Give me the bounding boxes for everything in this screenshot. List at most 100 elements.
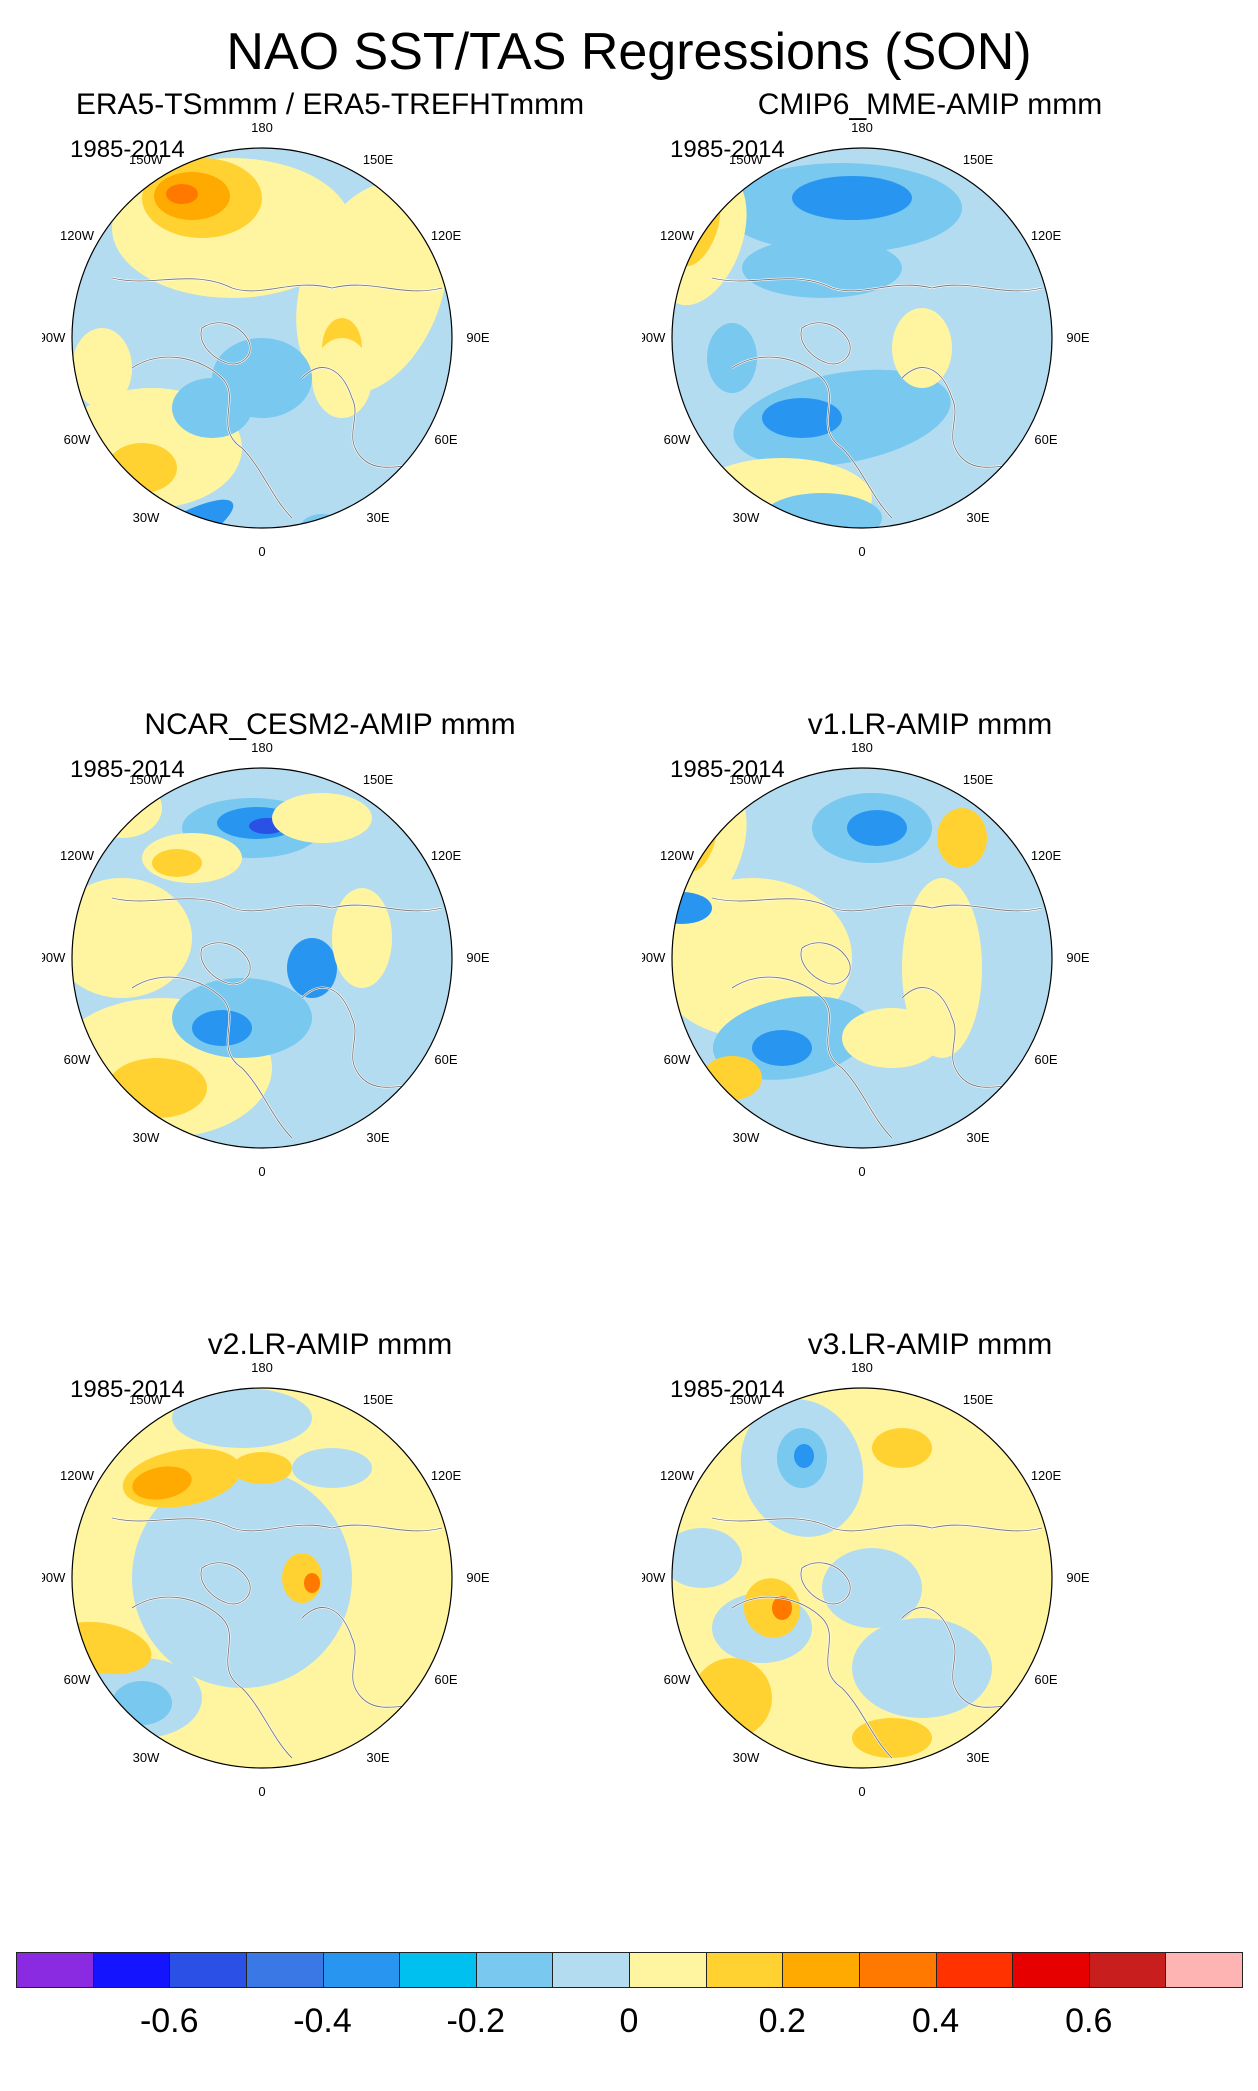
longitude-label: 120W [60, 228, 95, 243]
anomaly-region [332, 888, 392, 988]
map-panel: v1.LR-AMIP mmm 1985-2014 180 0 90W 90E 150W 1… [630, 708, 1230, 1328]
longitude-label: 150W [729, 772, 764, 787]
anomaly-region [742, 238, 902, 298]
longitude-label: 0 [858, 1164, 865, 1179]
longitude-label: 90W [642, 330, 666, 345]
anomaly-region [792, 176, 912, 220]
longitude-label: 30W [133, 1750, 160, 1765]
longitude-label: 120E [1031, 1468, 1062, 1483]
anomaly-region [707, 323, 757, 393]
longitude-label: 150E [363, 152, 394, 167]
colorbar-swatch [16, 1952, 94, 1988]
longitude-label: 90E [466, 1570, 489, 1585]
colorbar-swatch [399, 1952, 477, 1988]
longitude-label: 120W [660, 848, 695, 863]
colorbar-swatch [1088, 1952, 1167, 1988]
longitude-label: 60E [1034, 1052, 1057, 1067]
coastline [901, 1607, 1033, 1709]
longitude-label: 30E [966, 510, 989, 525]
colorbar-swatch [858, 1952, 937, 1988]
colorbar-swatch [705, 1952, 784, 1988]
longitude-label: 120W [660, 1468, 695, 1483]
longitude-label: 150E [963, 1392, 994, 1407]
map-panel: CMIP6_MME-AMIP mmm 1985-2014 180 0 90W 90E 1… [630, 88, 1230, 708]
anomaly-region [702, 1056, 762, 1100]
coastline [200, 942, 251, 985]
anomaly-region [794, 1444, 814, 1468]
map-border [671, 1387, 1053, 1769]
longitude-label: 180 [251, 120, 273, 135]
coastline [200, 322, 251, 365]
anomaly-region [166, 184, 198, 204]
polar-map: 180 0 90W 90E 150W 120W 60W 30W 150E 120E 60E 30E [42, 120, 490, 559]
colorbar-swatch [322, 1952, 401, 1988]
anomaly-region [772, 1596, 792, 1620]
coastline [200, 1562, 251, 1605]
longitude-label: 30W [733, 1750, 760, 1765]
coastline [301, 987, 433, 1089]
longitude-label: 150W [729, 1392, 764, 1407]
coastline [131, 976, 293, 1139]
polar-map: 180 0 90W 90E 150W 120W 60W 30W 150E 120E 60E 30E [642, 1360, 1090, 1799]
longitude-label: 90W [42, 1570, 66, 1585]
longitude-label: 30W [133, 1130, 160, 1145]
coastline [731, 356, 893, 519]
colorbar-swatch [552, 1952, 630, 1988]
coastline [111, 277, 443, 292]
anomaly-region [72, 328, 132, 408]
longitude-label: 0 [858, 544, 865, 559]
anomaly-region [192, 1010, 252, 1046]
longitude-label: 30E [966, 1130, 989, 1145]
longitude-label: 30W [133, 510, 160, 525]
longitude-label: 60E [434, 1052, 457, 1067]
longitude-label: 60W [664, 432, 691, 447]
longitude-label: 60W [664, 1672, 691, 1687]
longitude-label: 120E [1031, 848, 1062, 863]
colorbar-swatch [169, 1952, 247, 1988]
map-panel: v3.LR-AMIP mmm 1985-2014 180 0 90W 90E 150W 1… [630, 1328, 1230, 1948]
map-border [71, 147, 453, 529]
longitude-label: 60W [64, 1672, 91, 1687]
longitude-label: 120E [431, 848, 462, 863]
anomaly-region [304, 1573, 320, 1593]
anomaly-region [132, 1466, 192, 1500]
period-label: 1985-2014 [70, 136, 185, 163]
longitude-label: 150E [963, 152, 994, 167]
longitude-label: 90E [1066, 1570, 1089, 1585]
anomaly-region [72, 878, 192, 998]
longitude-label: 90E [466, 950, 489, 965]
longitude-label: 30W [733, 510, 760, 525]
panel-title: ERA5-TSmmm / ERA5-TREFHTmmm [75, 88, 585, 121]
colorbar-tick-label: 0.4 [911, 2002, 960, 2040]
longitude-label: 180 [851, 120, 873, 135]
longitude-label: 60W [664, 1052, 691, 1067]
longitude-label: 30E [366, 510, 389, 525]
longitude-label: 120W [60, 848, 95, 863]
longitude-label: 150W [729, 152, 764, 167]
coastline [731, 1596, 893, 1759]
polar-map: 180 0 90W 90E 150W 120W 60W 30W 150E 120E 60E 30E [642, 120, 1090, 559]
anomaly-region [672, 1528, 742, 1588]
longitude-label: 30E [366, 1750, 389, 1765]
anomaly-region [842, 1008, 942, 1068]
anomaly-region [692, 1658, 772, 1738]
map-border [671, 767, 1053, 1149]
anomaly-region [847, 810, 907, 846]
longitude-label: 150W [129, 152, 164, 167]
anomaly-region [902, 878, 982, 1058]
longitude-label: 60E [1034, 432, 1057, 447]
period-label: 1985-2014 [70, 756, 185, 783]
anomaly-region [852, 1618, 992, 1718]
longitude-label: 90W [42, 950, 66, 965]
anomaly-region [852, 1718, 932, 1758]
colorbar-swatch [92, 1952, 171, 1988]
coastline [711, 1517, 1043, 1532]
longitude-label: 0 [258, 1164, 265, 1179]
longitude-label: 60W [64, 1052, 91, 1067]
panel-title: NCAR_CESM2-AMIP mmm [144, 708, 516, 741]
map-border [671, 147, 1053, 529]
period-label: 1985-2014 [670, 1376, 785, 1403]
panel-title: v2.LR-AMIP mmm [207, 1328, 453, 1361]
anomaly-region [709, 524, 815, 528]
anomaly-region [172, 1388, 312, 1448]
